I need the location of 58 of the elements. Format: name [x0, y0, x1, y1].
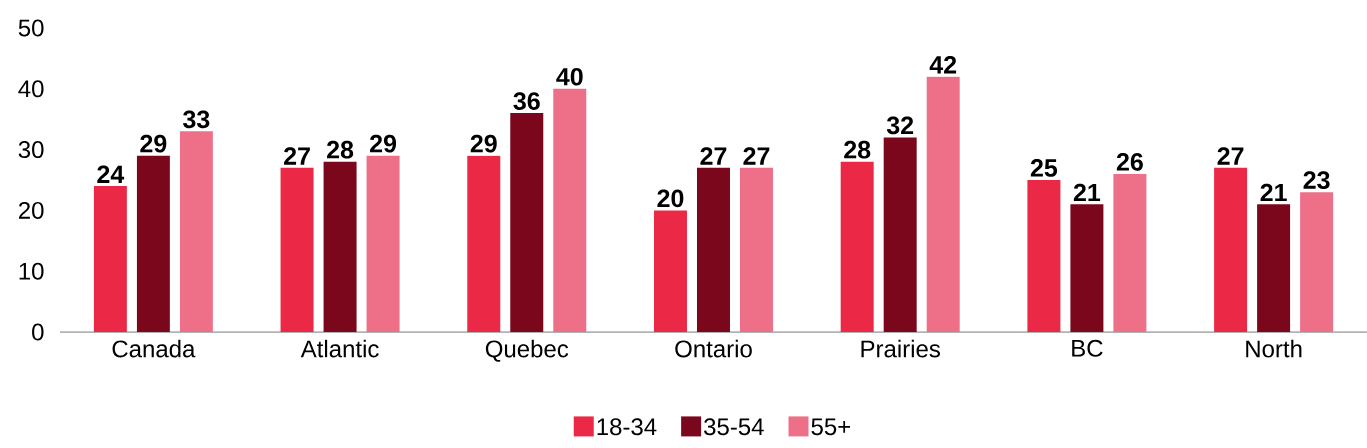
- bar: [1113, 173, 1147, 332]
- data-label: 21: [1073, 183, 1101, 202]
- x-tick-label: Quebec: [485, 339, 569, 362]
- bar: [179, 131, 213, 332]
- bar: [323, 161, 357, 332]
- x-tick-label: North: [1246, 339, 1302, 358]
- data-label: 21: [1260, 183, 1287, 202]
- x-tick-label: Ontario: [675, 339, 752, 358]
- bar: [1070, 204, 1104, 332]
- data-label: 27: [700, 147, 727, 165]
- data-label: 27: [743, 147, 770, 165]
- data-label: 26: [1116, 153, 1143, 171]
- bar: [1257, 204, 1291, 332]
- y-tick-label: 20: [18, 201, 44, 219]
- bar: [696, 167, 730, 332]
- x-tick-label: BC: [1072, 339, 1103, 357]
- bar: [1214, 167, 1248, 332]
- legend-label: 35-54: [704, 418, 764, 436]
- y-tick-label: 0: [32, 323, 44, 341]
- bar: [467, 155, 501, 332]
- data-label: 20: [657, 189, 684, 208]
- data-label: 42: [929, 55, 957, 74]
- y-tick-label: 40: [18, 80, 44, 98]
- bar: [553, 88, 587, 332]
- bar: [280, 167, 314, 332]
- data-label: 29: [470, 134, 497, 153]
- y-tick-label: 10: [19, 262, 44, 280]
- data-label: 32: [886, 116, 914, 135]
- data-label: 24: [97, 165, 125, 183]
- bar: [93, 186, 127, 332]
- legend-label: 55+: [811, 418, 851, 436]
- bar: [136, 155, 170, 332]
- x-tick-label: Canada: [112, 339, 196, 358]
- bar: [926, 76, 960, 332]
- data-label: 36: [513, 92, 540, 110]
- data-label: 27: [1217, 147, 1244, 165]
- y-tick-label: 50: [18, 19, 44, 37]
- data-label: 25: [1030, 159, 1058, 177]
- data-label: 28: [327, 140, 354, 159]
- data-label: 29: [370, 134, 397, 153]
- data-label: 23: [1303, 171, 1330, 189]
- bar: [1300, 192, 1334, 332]
- data-label: 33: [183, 110, 210, 129]
- data-label: 29: [140, 134, 167, 153]
- data-label: 40: [556, 67, 583, 86]
- legend-label: 18-34: [597, 418, 657, 436]
- bar: [510, 113, 544, 332]
- data-label: 27: [284, 147, 310, 165]
- x-tick-label: Prairies: [861, 339, 940, 358]
- x-tick-label: Atlantic: [300, 339, 379, 358]
- bar: [653, 210, 687, 332]
- bar: [883, 137, 917, 332]
- bar: [1027, 180, 1061, 332]
- bar: [366, 155, 400, 332]
- data-label: 28: [844, 140, 871, 159]
- bar: [840, 161, 874, 332]
- y-tick-label: 30: [18, 141, 44, 159]
- bar: [739, 167, 773, 332]
